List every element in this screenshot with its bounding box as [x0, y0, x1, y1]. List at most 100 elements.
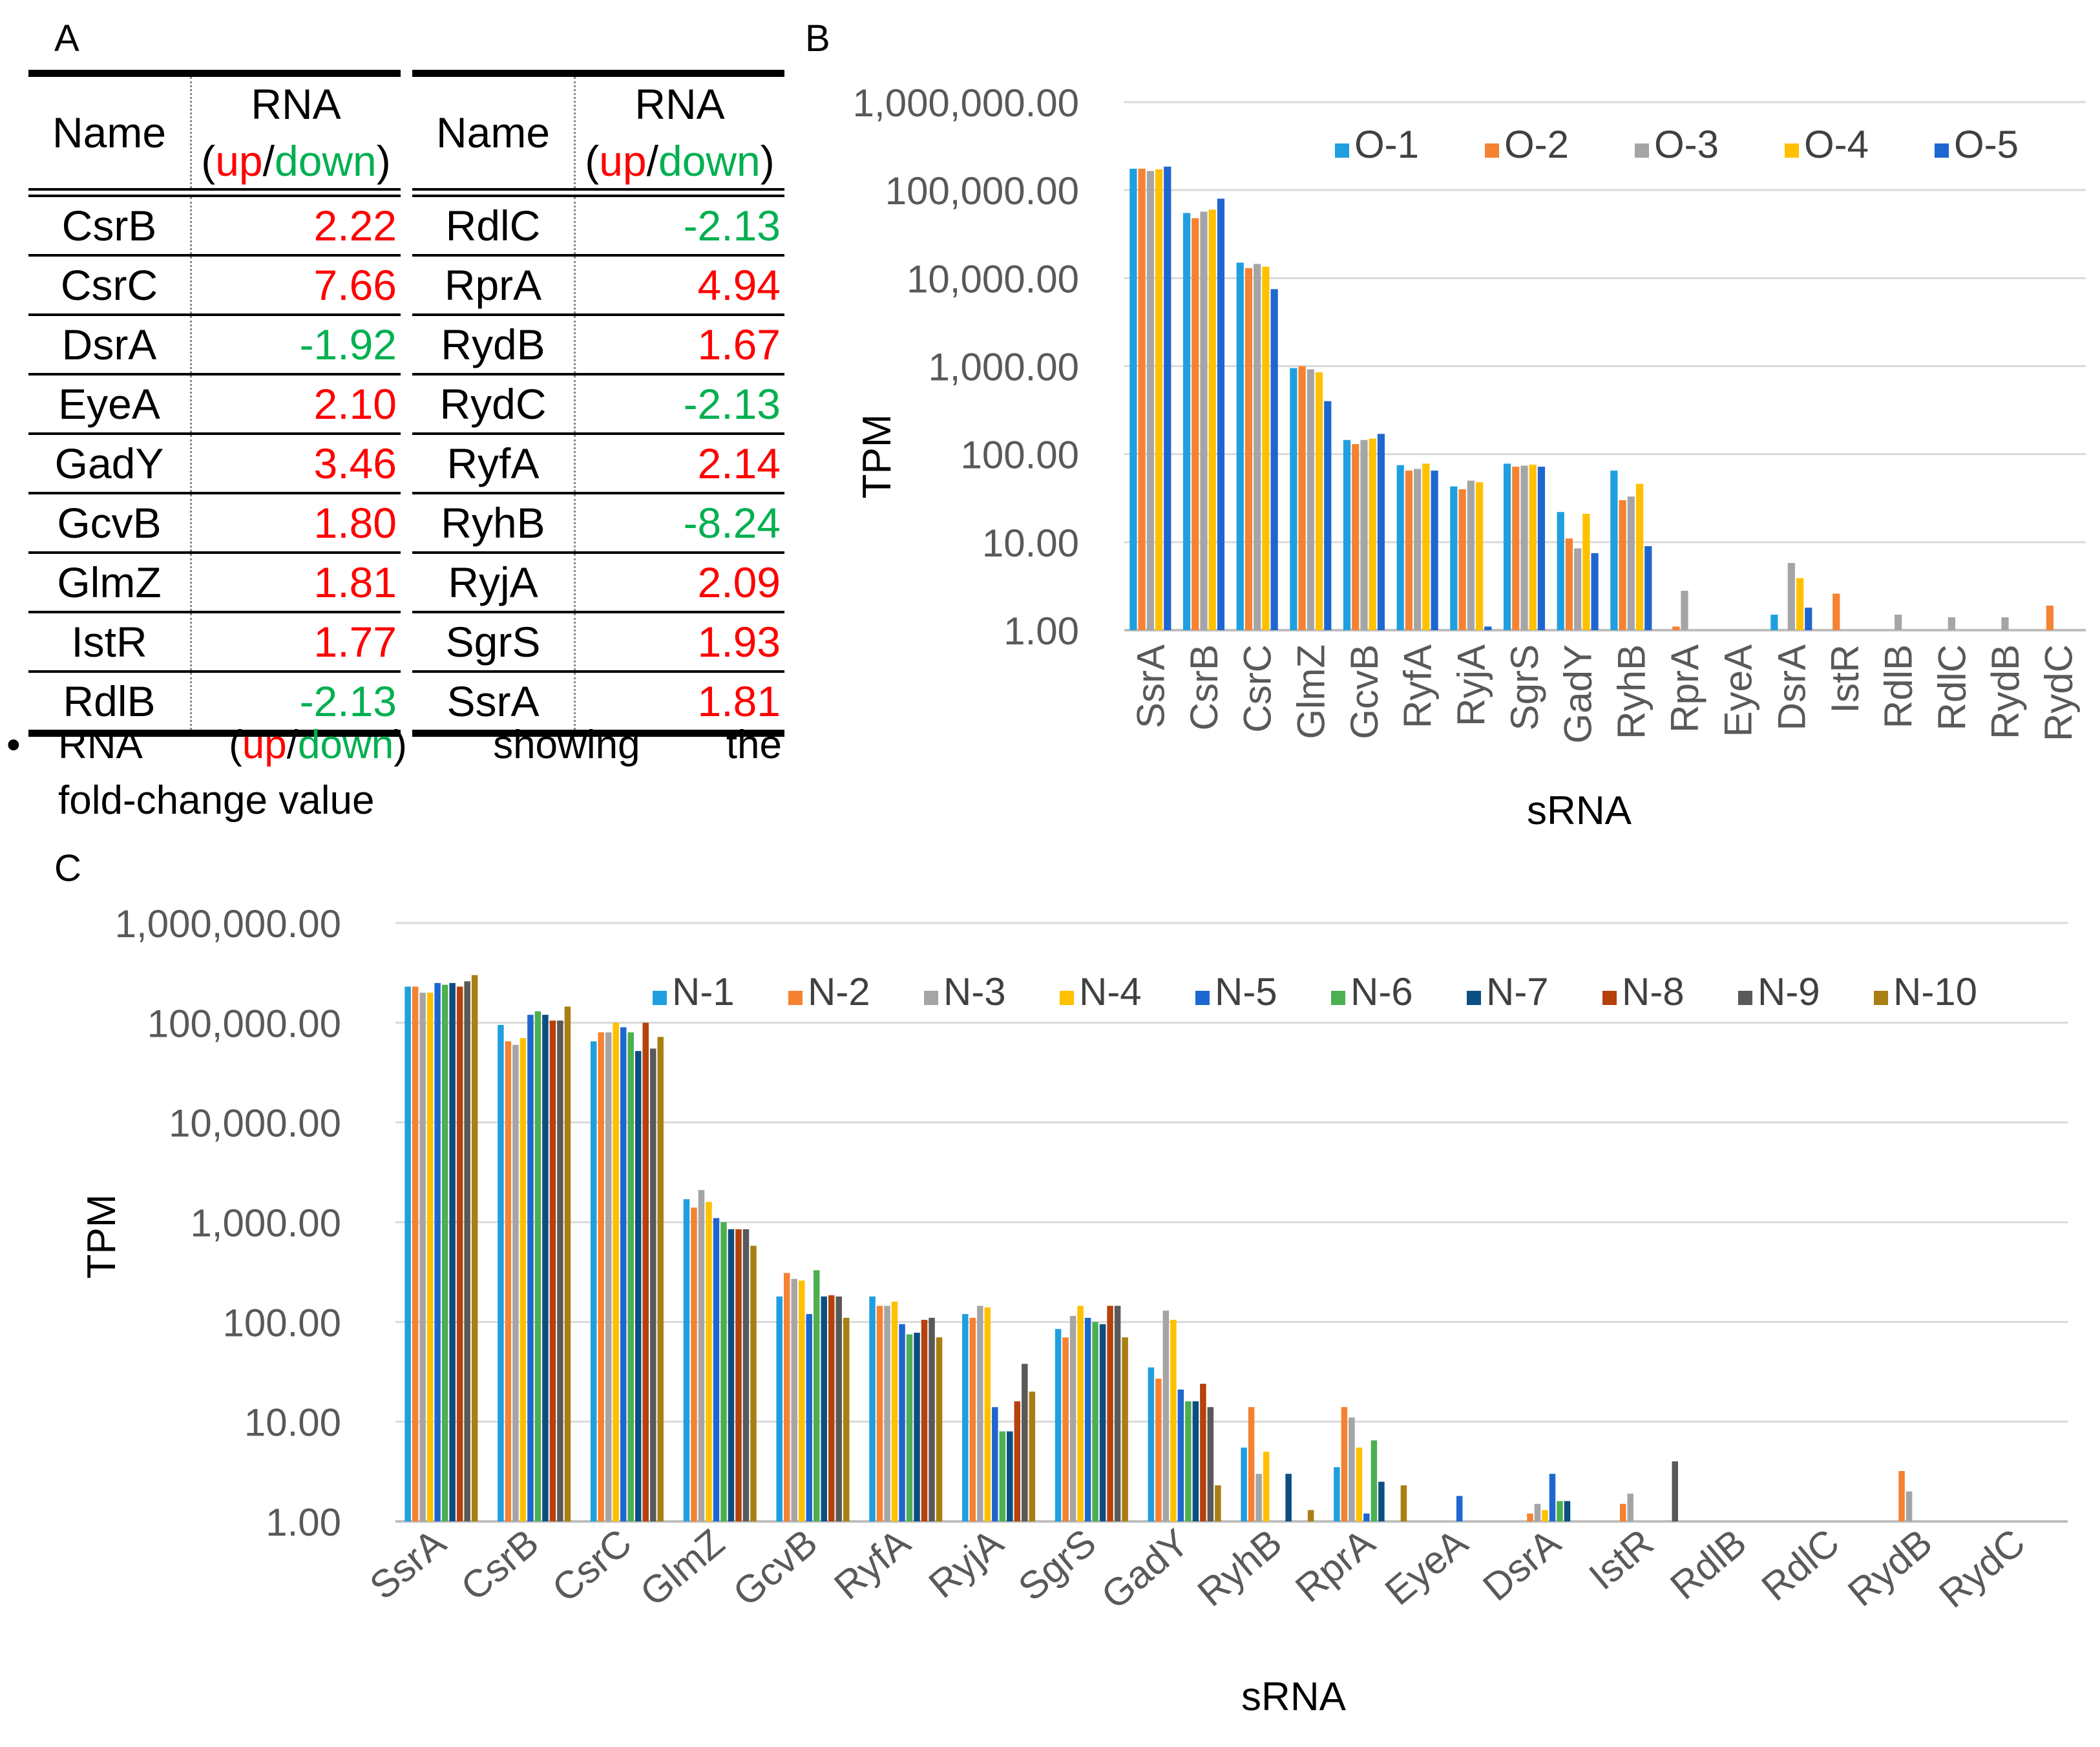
bar-O-2-GlmZ — [1298, 366, 1306, 630]
bar-N-4-RyfA — [891, 1301, 898, 1521]
x-tick-label: RyfA — [1396, 644, 1440, 728]
bar-N-4-CsrC — [613, 1022, 619, 1521]
bar-N-6-DsrA — [1557, 1501, 1563, 1521]
x-axis-title: sRNA — [1241, 1675, 1347, 1719]
x-tick-label: GcvB — [1343, 644, 1386, 739]
footnote-word-showing: showing — [493, 723, 640, 767]
bar-N-2-GcvB — [783, 1273, 790, 1521]
header-updown: (up/down) — [585, 132, 775, 189]
bar-N-3-RyhB — [1255, 1474, 1262, 1521]
bar-O-5-RyfA — [1431, 471, 1438, 630]
bar-N-9-GlmZ — [742, 1229, 750, 1521]
panel-label-b: B — [805, 17, 830, 59]
x-tick-label: EyeA — [1377, 1521, 1476, 1614]
cell-divider — [574, 197, 576, 254]
bar-N-3-DsrA — [1534, 1503, 1541, 1521]
bar-N-1-RyfA — [869, 1296, 876, 1521]
cell-fold-change: 2.14 — [697, 439, 781, 487]
bar-O-5-SsrA — [1164, 166, 1171, 631]
cell-fold-change: -8.24 — [683, 499, 781, 547]
x-tick-label: SgrS — [1503, 644, 1546, 730]
footnote-close-paren: ) — [394, 723, 407, 767]
bar-O-4-GadY — [1582, 513, 1590, 630]
table-top-rule — [28, 70, 401, 77]
bar-N-10-GlmZ — [750, 1245, 757, 1521]
cell-divider — [574, 554, 576, 611]
bar-N-2-IstR — [1619, 1503, 1626, 1521]
bar-N-9-GadY — [1207, 1407, 1214, 1521]
cell-divider — [574, 257, 576, 313]
bar-O-1-RyfA — [1396, 465, 1404, 630]
cell-fold-change: 1.81 — [313, 558, 397, 606]
bar-N-9-IstR — [1672, 1461, 1679, 1521]
x-tick-label: EyeA — [1717, 644, 1760, 737]
bar-N-3-CsrB — [512, 1044, 519, 1521]
x-tick-label: SgrS — [1010, 1521, 1104, 1609]
x-tick-label: RyfA — [826, 1521, 918, 1608]
cell-name: DsrA — [61, 321, 157, 368]
legend-label-N-9: N-9 — [1758, 970, 1820, 1013]
bar-N-2-RyhB — [1248, 1407, 1255, 1521]
header-name: Name — [52, 109, 167, 156]
bar-N-6-RprA — [1370, 1440, 1378, 1521]
bar-O-1-RyhB — [1610, 471, 1618, 630]
table-header-rule — [412, 188, 784, 197]
table-divider — [190, 77, 192, 188]
bar-N-4-DsrA — [1542, 1510, 1548, 1521]
bar-N-1-RyjA — [962, 1314, 969, 1521]
bar-N-4-GlmZ — [706, 1202, 712, 1521]
bar-N-3-RprA — [1349, 1417, 1355, 1521]
bar-N-3-IstR — [1627, 1493, 1633, 1521]
legend-swatch-N-5 — [1195, 991, 1210, 1005]
bar-O-3-SsrA — [1146, 171, 1154, 630]
cell-divider — [574, 494, 576, 551]
bar-O-3-DsrA — [1787, 563, 1795, 630]
footnote-line-2: fold-change value — [58, 778, 375, 823]
bar-O-3-RyhB — [1627, 496, 1635, 630]
bar-N-8-GcvB — [828, 1295, 835, 1521]
bar-N-2-CsrB — [505, 1041, 512, 1521]
cell-divider — [190, 257, 192, 313]
table-row: RyhB -8.24 — [412, 494, 784, 554]
bar-N-10-RyjA — [1029, 1392, 1036, 1521]
legend-swatch-O-2 — [1485, 143, 1499, 158]
bar-N-5-GlmZ — [713, 1218, 720, 1521]
cell-name: RprA — [444, 261, 542, 309]
bar-N-8-GlmZ — [735, 1229, 742, 1521]
footnote-updown: (up/down) — [229, 717, 407, 773]
table-row: RprA 4.94 — [412, 257, 784, 316]
x-axis-title: sRNA — [1527, 789, 1632, 833]
table-header: Name RNA (up/down) — [412, 77, 784, 188]
bar-N-5-CsrB — [527, 1015, 534, 1521]
bar-N-10-RprA — [1400, 1485, 1407, 1521]
bar-N-9-SgrS — [1114, 1306, 1121, 1521]
legend-label-O-3: O-3 — [1654, 123, 1719, 166]
legend-label-O-5: O-5 — [1954, 123, 2019, 166]
cell-name: RyfA — [446, 439, 540, 487]
legend-swatch-N-3 — [924, 991, 938, 1005]
header-close-paren: ) — [760, 137, 775, 185]
bar-O-1-SgrS — [1503, 463, 1511, 630]
y-tick-label: 1,000.00 — [928, 346, 1079, 389]
legend-swatch-N-9 — [1738, 991, 1752, 1005]
table-row: GlmZ 1.81 — [28, 554, 401, 613]
bar-O-3-RprA — [1681, 591, 1688, 630]
cell-name: EyeA — [58, 380, 160, 428]
cell-name: SsrA — [446, 677, 540, 725]
cell-name: GlmZ — [57, 558, 162, 606]
x-tick-label: CsrC — [1236, 644, 1279, 733]
table-row: RyfA 2.14 — [412, 435, 784, 494]
table-row: RydC -2.13 — [412, 376, 784, 435]
bar-O-5-GadY — [1591, 553, 1599, 630]
cell-divider — [574, 673, 576, 730]
footnote-slash: / — [286, 723, 298, 767]
header-rna-title: RNA — [251, 80, 341, 128]
header-slash: / — [646, 137, 658, 185]
bar-N-1-RprA — [1334, 1467, 1340, 1521]
bar-N-1-SsrA — [404, 986, 411, 1521]
table-row: CsrC 7.66 — [28, 257, 401, 316]
bar-O-2-GadY — [1565, 538, 1573, 630]
cell-name: RydC — [439, 380, 547, 428]
table-bottom-rule — [412, 730, 784, 737]
footnote-open-paren: ( — [229, 723, 242, 767]
